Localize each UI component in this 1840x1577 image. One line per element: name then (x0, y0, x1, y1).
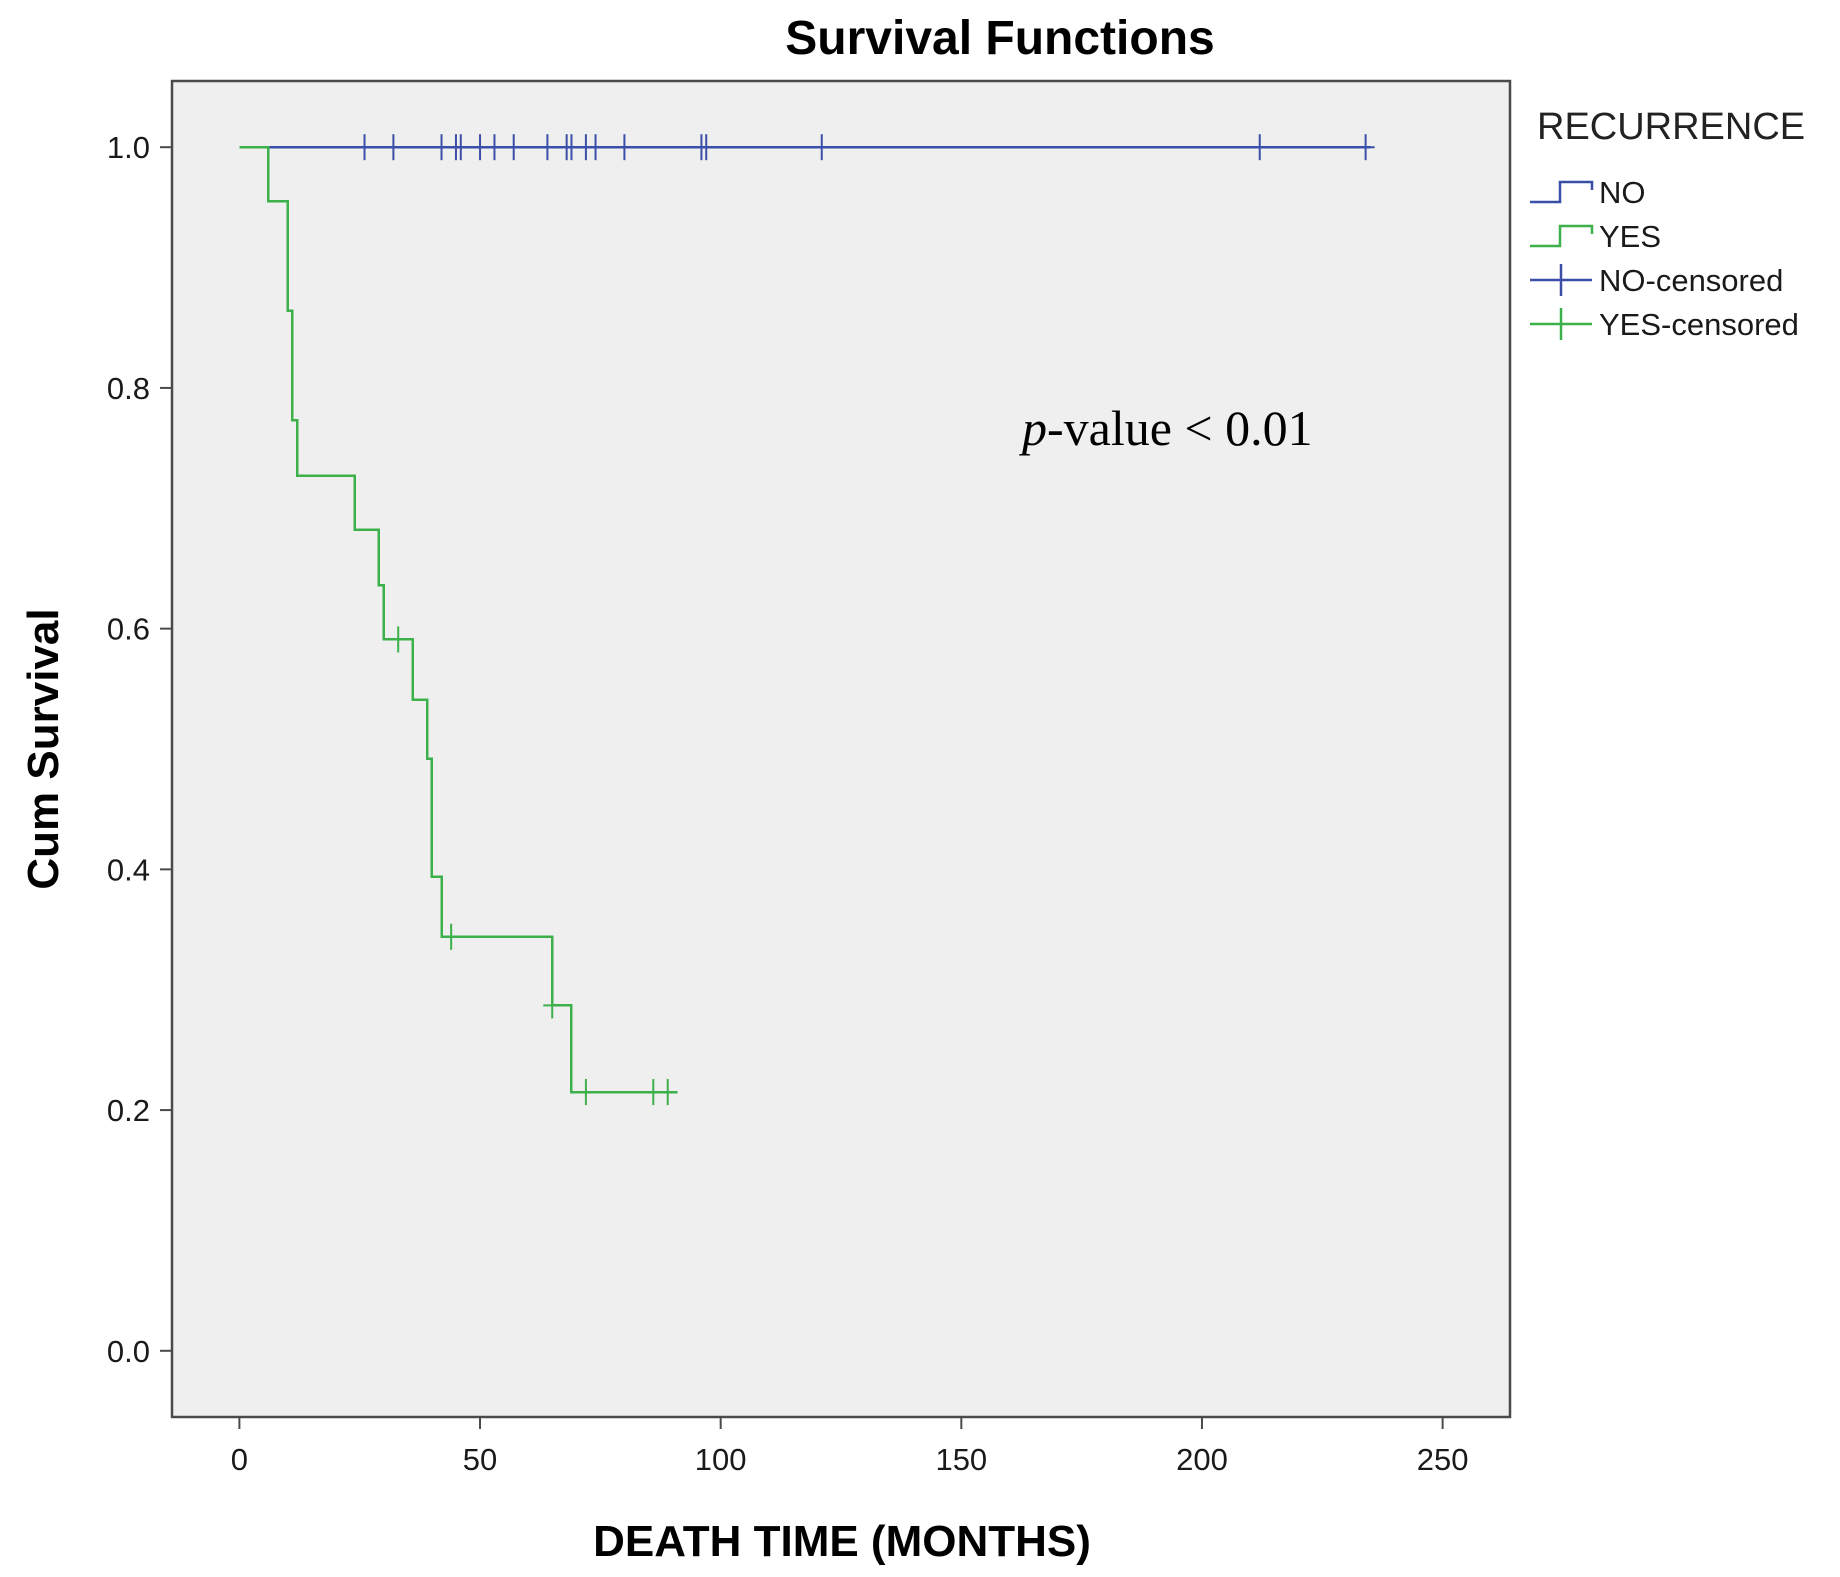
legend-item-yes: YES (1530, 219, 1661, 254)
lines-layer (239, 145, 1371, 1094)
legend-swatch-yes (1530, 224, 1594, 248)
legend-label-no-censored: NO-censored (1599, 263, 1783, 298)
x-tick-label-250: 250 (1417, 1442, 1469, 1477)
series-yes-line (239, 145, 678, 1094)
p-value-annotation: p-value < 0.01 (1019, 400, 1313, 456)
x-axis-title: DEATH TIME (MONTHS) (593, 1517, 1091, 1566)
censor-layer (355, 134, 1375, 1106)
x-tick-label-0: 0 (231, 1442, 248, 1477)
legend-label-yes-censored: YES-censored (1599, 307, 1799, 342)
legend-label-yes: YES (1599, 219, 1661, 254)
y-axis-title: Cum Survival (19, 608, 68, 889)
legend-item-no: NO (1530, 175, 1646, 210)
legend-swatch-no (1530, 180, 1594, 204)
x-tick-label-200: 200 (1176, 1442, 1228, 1477)
series-no-censor-mark-13 (586, 134, 605, 161)
series-no-censor-mark-9 (538, 134, 557, 161)
series-yes-censor-mark-1 (389, 626, 408, 653)
plot-area (170, 79, 1512, 1419)
series-no-censor-mark-16 (697, 134, 716, 161)
series-no-censor-mark-8 (504, 134, 523, 161)
series-no-censor-mark-2 (384, 134, 403, 161)
series-yes-censor-mark-6 (658, 1079, 677, 1106)
y-tick-label-0.2: 0.2 (107, 1093, 150, 1128)
series-yes-censor-mark-2 (442, 923, 461, 950)
series-no-censor-mark-17 (812, 134, 831, 161)
series-yes-censor-mark-4 (576, 1079, 595, 1106)
series-no-censor-mark-1 (355, 134, 374, 161)
axes-layer: 0 50 100 150 200 250 0.0 0.2 0.4 0.6 0.8 1.0 (107, 130, 1469, 1477)
y-tick-label-0.4: 0.4 (107, 852, 150, 887)
y-tick-label-0.0: 0.0 (107, 1334, 150, 1369)
legend-item-no-censored: NO-censored (1530, 263, 1783, 298)
y-tick-label-0.6: 0.6 (107, 612, 150, 647)
y-tick-label-1.0: 1.0 (107, 130, 150, 165)
p-value-italic: p (1019, 400, 1047, 456)
y-tick-label-0.8: 0.8 (107, 371, 150, 406)
series-yes-censor-mark-3 (543, 992, 562, 1019)
legend: NO YES NO-censored YES-censored (1530, 175, 1799, 342)
legend-title: RECURRENCE (1537, 106, 1805, 148)
chart-title: Survival Functions (785, 12, 1214, 65)
p-value-text: -value < 0.01 (1047, 400, 1313, 456)
series-no-censor-mark-19 (1356, 134, 1375, 161)
legend-label-no: NO (1599, 175, 1646, 210)
x-tick-label-150: 150 (935, 1442, 987, 1477)
legend-item-yes-censored: YES-censored (1530, 307, 1799, 342)
series-no-censor-mark-14 (615, 134, 634, 161)
x-tick-label-50: 50 (463, 1442, 497, 1477)
x-tick-label-100: 100 (695, 1442, 747, 1477)
series-no-censor-mark-18 (1250, 134, 1269, 161)
series-no-censor-mark-5 (451, 134, 470, 161)
series-no-censor-mark-7 (485, 134, 504, 161)
